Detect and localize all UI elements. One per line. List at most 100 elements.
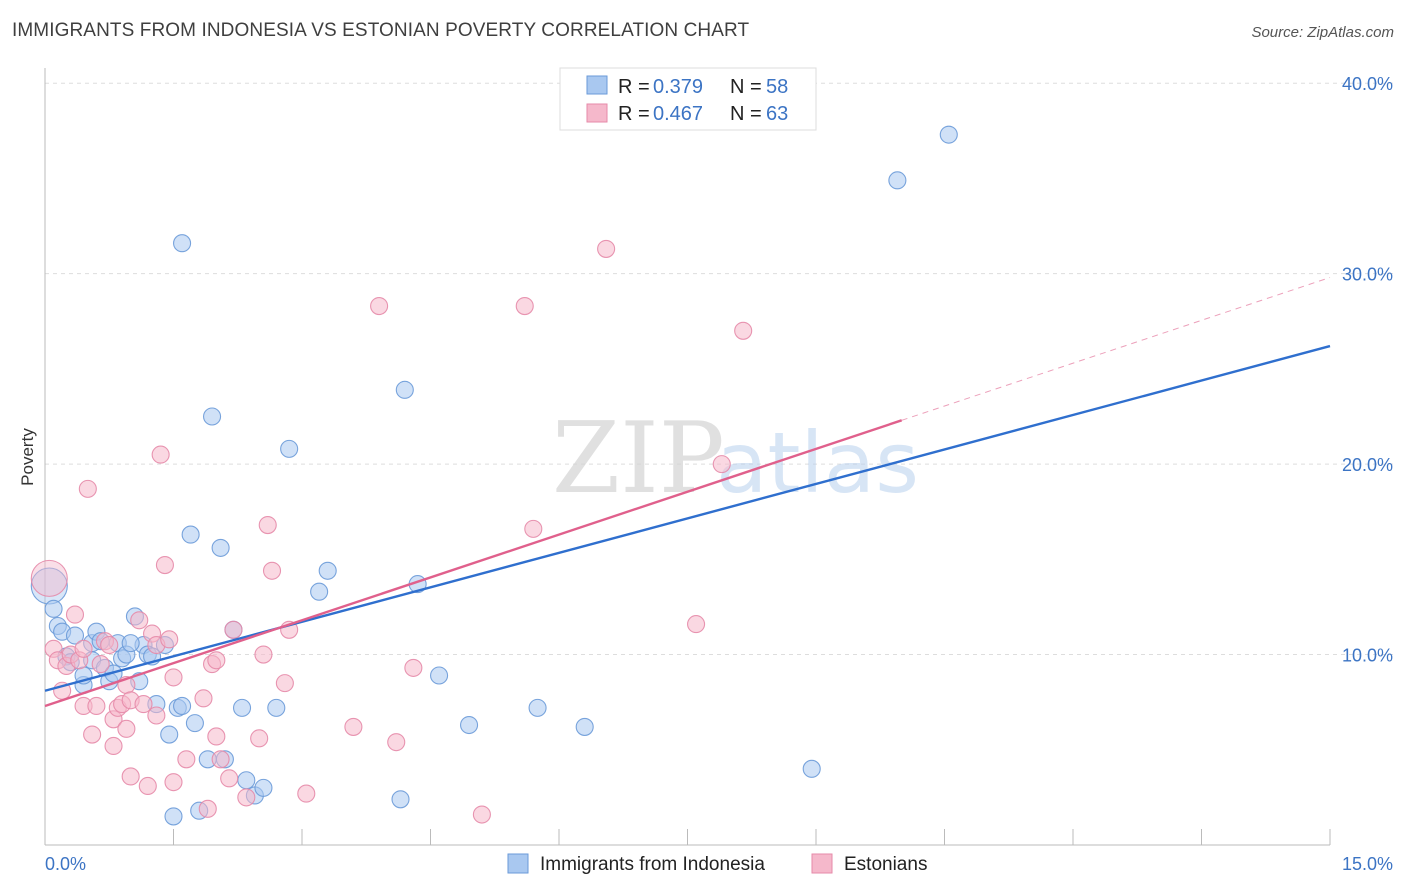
legend-r-value-blue: 0.379 [653,76,703,98]
watermark-zip: ZIP [552,402,725,516]
indonesia-point [232,698,252,717]
indonesia-point [173,696,192,716]
legend-r-value-pink: 0.467 [653,103,703,125]
estonians-point [117,719,136,738]
estonians-point [515,297,534,316]
estonians-point [734,321,753,340]
estonians-point [297,784,316,803]
estonians-point [250,729,269,748]
estonians-point [472,805,491,824]
indonesia-point [185,714,204,733]
indonesia-point [44,599,63,618]
indonesia-point [237,771,256,790]
y-tick-label: 30.0% [1342,265,1393,285]
indonesia-point [459,715,479,735]
y-tick-label: 20.0% [1342,455,1393,475]
indonesia-point [430,666,449,685]
points-layer [30,125,958,826]
series-swatch-estonians [811,853,833,874]
estonians-point [83,725,102,744]
indonesia-point [65,626,85,645]
indonesia-point [164,807,183,826]
legend-n-label-blue: N = [730,76,762,98]
estonians-point [524,519,543,538]
estonians-point [194,689,213,708]
estonians-point [30,559,68,597]
x-tick-label: 15.0% [1342,854,1393,874]
estonians-point [224,620,243,639]
estonians-point [198,799,217,818]
indonesia-point [310,582,329,601]
estonians-point [211,750,230,769]
series-label-indonesia: Immigrants from Indonesia [540,854,765,875]
indonesia-point [173,234,192,253]
estonians-point [74,639,93,658]
grid-layer: 10.0% 20.0% 30.0% 40.0% 0.0% 15.0% [45,74,1393,874]
estonians-point [134,695,153,714]
indonesia-point [160,725,179,744]
estonians-point [207,651,226,670]
estonians-point [100,635,119,655]
estonians-point [138,776,157,796]
indonesia-point [203,407,222,426]
estonians-point [164,773,183,792]
chart-title: IMMIGRANTS FROM INDONESIA VS ESTONIAN PO… [12,20,750,41]
estonians-trendline [44,419,903,708]
estonians-point [121,767,140,786]
estonians-point [370,297,389,316]
legend-n-value-blue: 58 [766,76,788,98]
estonians-point [262,561,282,580]
indonesia-point [254,778,273,797]
indonesia-point [391,790,410,809]
indonesia-point [181,525,200,544]
indonesia-point [528,698,547,717]
indonesia-point [211,538,230,557]
estonians-point [177,750,196,769]
indonesia-point [395,380,414,399]
estonians-point [220,769,239,788]
estonians-point [104,736,123,756]
estonians-point [147,706,166,725]
estonians-point [65,605,85,624]
y-axis-label: Poverty [18,428,37,486]
estonians-point [712,455,731,474]
legend-n-label-pink: N = [730,103,762,125]
estonians-point [207,727,226,746]
indonesia-point [802,759,821,778]
indonesia-point [939,125,958,144]
stats-legend: R = 0.379 N = 58 R = 0.467 N = 63 [559,67,817,131]
indonesia-point [318,561,337,580]
estonians-point [387,733,406,752]
series-swatch-indonesia [507,853,529,874]
indonesia-point [575,717,594,736]
legend-r-label-blue: R = [618,76,650,98]
estonians-point [687,615,706,634]
legend-n-value-pink: 63 [766,103,788,125]
estonians-point [164,668,183,687]
y-tick-label: 10.0% [1342,646,1393,666]
estonians-point [151,445,170,464]
estonians-point [87,696,106,716]
estonians-trendline-extension [901,277,1331,421]
estonians-point [275,674,294,693]
legend-swatch-pink [586,103,608,123]
indonesia-point [121,634,140,653]
trend-layer [44,277,1331,708]
estonians-point [155,556,174,575]
chart-source: Source: ZipAtlas.com [1251,24,1394,41]
indonesia-point [267,698,286,717]
estonians-point [78,479,97,498]
y-tick-label: 40.0% [1342,74,1393,94]
estonians-point [160,630,179,649]
estonians-point [404,658,423,677]
estonians-point [91,655,110,674]
estonians-point [258,516,277,535]
indonesia-trendline [44,344,1331,692]
axis-layer [44,68,1330,846]
series-label-estonians: Estonians [844,854,927,875]
legend-swatch-blue [586,75,608,95]
estonians-point [344,717,363,736]
x-tick-label: 0.0% [45,854,86,874]
estonians-point [597,239,616,258]
